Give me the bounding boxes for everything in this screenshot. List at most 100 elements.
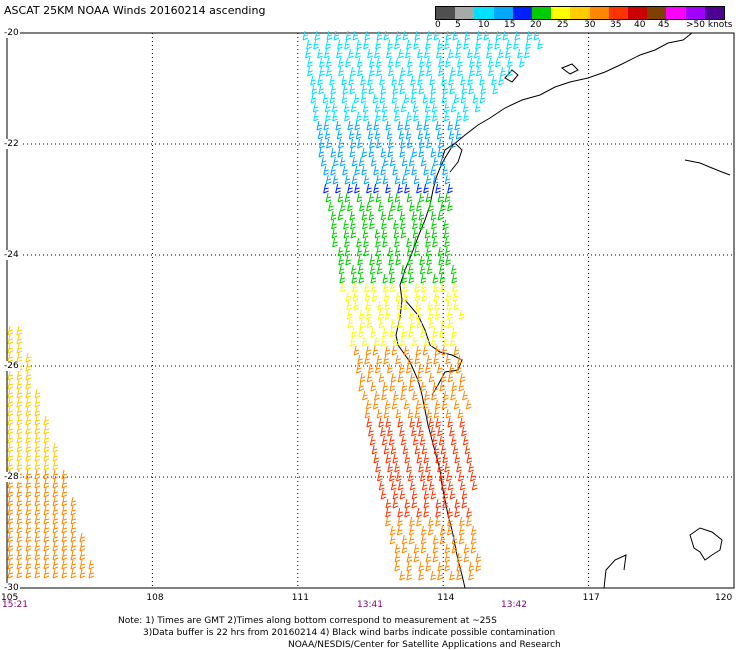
wind-barb xyxy=(419,57,425,68)
wind-barb xyxy=(368,147,375,158)
wind-barb xyxy=(459,516,465,527)
wind-barb xyxy=(355,363,362,374)
wind-barb xyxy=(438,435,445,446)
wind-barb xyxy=(447,183,453,194)
wind-barb xyxy=(411,147,418,158)
wind-barb xyxy=(369,435,376,446)
wind-barb xyxy=(325,174,332,185)
map-frame xyxy=(6,32,735,589)
wind-barb xyxy=(346,300,352,311)
lon-label: 108 xyxy=(146,593,164,603)
wind-barb xyxy=(376,354,382,365)
wind-barb xyxy=(390,480,397,491)
wind-barb xyxy=(432,174,439,185)
wind-barb xyxy=(25,370,32,381)
wind-barb xyxy=(388,255,394,266)
wind-barb xyxy=(319,138,325,149)
wind-barb xyxy=(370,327,376,338)
wind-barb xyxy=(444,174,451,185)
wind-barb xyxy=(398,129,405,140)
wind-barb xyxy=(343,102,350,113)
wind-barb xyxy=(479,93,486,104)
wind-barb xyxy=(357,354,363,365)
wind-barb xyxy=(377,471,383,482)
wind-barb xyxy=(401,381,408,392)
wind-barb xyxy=(458,309,465,320)
wind-barb xyxy=(423,489,430,500)
wind-barb xyxy=(367,363,374,374)
wind-barb xyxy=(442,498,449,509)
wind-barb xyxy=(459,417,466,428)
wind-barb xyxy=(461,498,468,509)
wind-barb xyxy=(420,471,426,482)
wind-barb xyxy=(403,399,410,410)
wind-barb xyxy=(373,453,380,464)
lat-label: -20 xyxy=(3,28,20,38)
wind-barb xyxy=(16,442,23,453)
wind-barb xyxy=(439,156,446,167)
wind-barb xyxy=(70,505,77,516)
wind-barb xyxy=(419,138,425,149)
wind-barb xyxy=(461,489,468,500)
wind-barb xyxy=(7,379,14,390)
wind-barb xyxy=(433,291,440,302)
wind-barb xyxy=(79,559,86,570)
wind-barb xyxy=(424,228,431,239)
wind-barb xyxy=(415,300,421,311)
wind-barb xyxy=(7,487,14,498)
wind-barb xyxy=(457,66,463,77)
wind-barb xyxy=(418,147,425,158)
wind-barb xyxy=(404,507,410,518)
wind-barb xyxy=(363,39,369,50)
wind-barb xyxy=(341,75,347,86)
wind-barb xyxy=(409,480,416,491)
wind-barb xyxy=(435,453,442,464)
wind-barb xyxy=(79,532,86,543)
wind-barb xyxy=(329,93,336,104)
wind-barb xyxy=(445,354,451,365)
wind-barb xyxy=(7,496,14,507)
wind-barb xyxy=(451,273,458,284)
wind-barb xyxy=(383,282,389,293)
wind-barb xyxy=(16,505,23,516)
wind-barb xyxy=(16,559,23,570)
wind-barb xyxy=(385,516,391,527)
wind-barb xyxy=(16,523,23,534)
wind-barb xyxy=(376,30,383,41)
wind-barb xyxy=(372,345,379,356)
wind-barb xyxy=(25,442,32,453)
wind-barb xyxy=(451,381,458,392)
wind-barb xyxy=(415,309,422,320)
wind-barb xyxy=(470,471,476,482)
wind-barb xyxy=(389,327,395,338)
wind-barb xyxy=(338,138,344,149)
legend-label-5: 25 xyxy=(557,20,569,30)
wind-barb xyxy=(344,192,351,203)
wind-barb xyxy=(313,39,319,50)
wind-barb xyxy=(397,480,404,491)
lat-lon-grid xyxy=(7,33,734,588)
wind-barb xyxy=(388,435,395,446)
wind-barb xyxy=(358,381,365,392)
wind-barb xyxy=(345,30,352,41)
wind-barb xyxy=(405,363,412,374)
wind-barb xyxy=(426,264,433,275)
note-line-1: Note: 1) Times are GMT 2)Times along bot… xyxy=(118,616,497,626)
wind-barb xyxy=(380,426,386,437)
wind-barb xyxy=(406,570,412,581)
wind-barb xyxy=(363,246,370,257)
wind-barb xyxy=(416,201,422,212)
legend-swatch-13 xyxy=(685,7,705,19)
wind-barb xyxy=(439,471,445,482)
wind-barb xyxy=(441,345,448,356)
wind-barb xyxy=(403,345,410,356)
wind-barb xyxy=(34,514,41,525)
wind-barb xyxy=(16,334,23,345)
wind-barb xyxy=(450,435,457,446)
wind-barb xyxy=(436,48,442,59)
wind-barb xyxy=(407,408,414,419)
wind-barb xyxy=(378,417,385,428)
wind-barb xyxy=(317,75,323,86)
wind-barb xyxy=(34,550,41,561)
wind-barb xyxy=(418,561,425,572)
